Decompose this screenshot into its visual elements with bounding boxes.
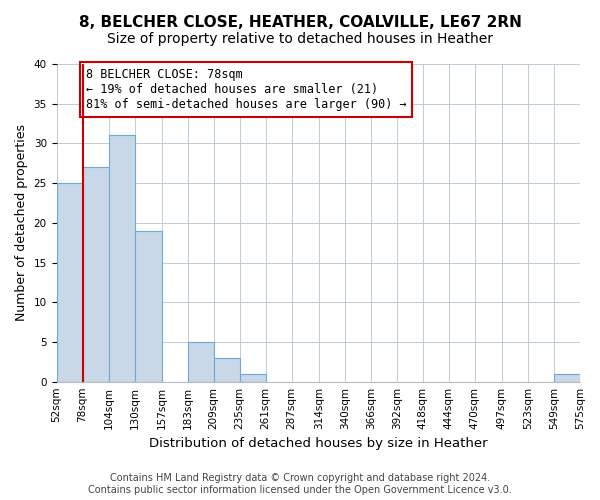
Text: 8, BELCHER CLOSE, HEATHER, COALVILLE, LE67 2RN: 8, BELCHER CLOSE, HEATHER, COALVILLE, LE… (79, 15, 521, 30)
Text: Size of property relative to detached houses in Heather: Size of property relative to detached ho… (107, 32, 493, 46)
X-axis label: Distribution of detached houses by size in Heather: Distribution of detached houses by size … (149, 437, 488, 450)
Bar (188, 342, 214, 382)
Bar (56, 183, 83, 382)
Bar (134, 231, 161, 382)
Bar (214, 358, 239, 382)
Bar (109, 136, 134, 382)
Bar (83, 167, 109, 382)
Bar (239, 374, 266, 382)
Text: Contains HM Land Registry data © Crown copyright and database right 2024.
Contai: Contains HM Land Registry data © Crown c… (88, 474, 512, 495)
Bar (554, 374, 580, 382)
Text: 8 BELCHER CLOSE: 78sqm
← 19% of detached houses are smaller (21)
81% of semi-det: 8 BELCHER CLOSE: 78sqm ← 19% of detached… (86, 68, 406, 111)
Y-axis label: Number of detached properties: Number of detached properties (15, 124, 28, 322)
